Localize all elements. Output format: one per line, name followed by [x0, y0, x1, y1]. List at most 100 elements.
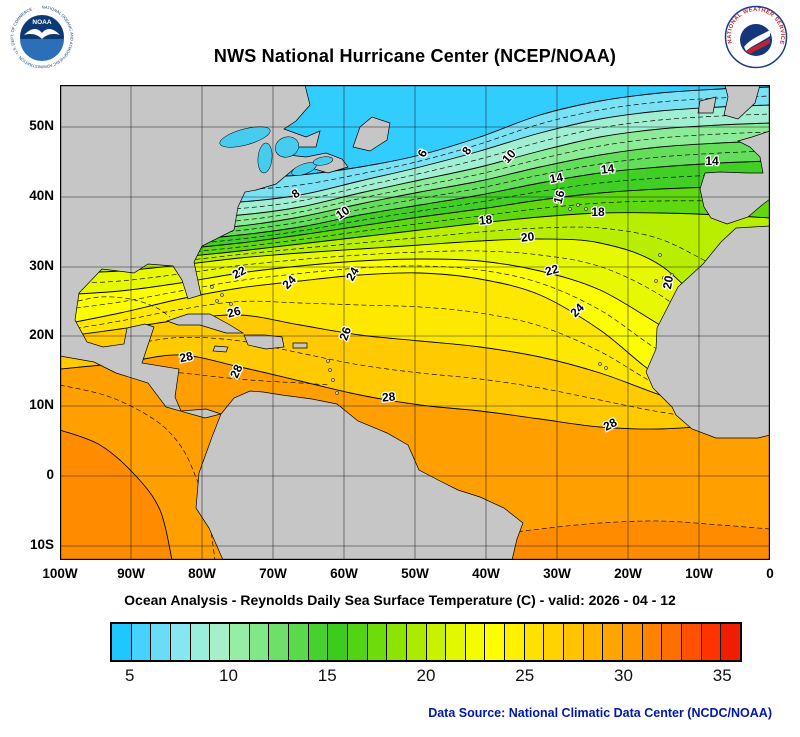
colorbar-cell — [721, 624, 740, 660]
colorbar-cell — [387, 624, 407, 660]
colorbar-tick-label: 30 — [614, 666, 633, 685]
land-jamaica — [212, 345, 229, 353]
contour-label: 20 — [660, 274, 676, 290]
lon-tick-label: 20W — [614, 566, 642, 581]
colorbar-cell — [524, 624, 545, 660]
lat-tick-label: 30N — [29, 258, 54, 273]
island — [662, 276, 666, 280]
lake — [312, 156, 334, 166]
page-title: NWS National Hurricane Center (NCEP/NOAA… — [213, 46, 617, 66]
colorbar-cell — [269, 624, 289, 660]
colorbar-cell — [406, 624, 427, 660]
island — [576, 203, 580, 207]
colorbar-cell — [288, 624, 309, 660]
colorbar-tick-label: 20 — [416, 666, 436, 685]
colorbar-cell — [308, 624, 329, 660]
colorbar-cell — [131, 624, 152, 660]
contour-line — [60, 384, 216, 560]
colorbar-tick-label: 35 — [712, 666, 732, 685]
island — [658, 253, 662, 257]
lon-tick-label: 30W — [543, 566, 571, 581]
lake — [257, 142, 273, 174]
nws-swoosh-red-icon — [746, 38, 770, 54]
colorbar-cell — [642, 624, 663, 660]
colorbar-cell — [328, 624, 348, 660]
colorbar-cell — [465, 624, 486, 660]
lon-tick-label: 100W — [42, 566, 78, 581]
colorbar-cell — [151, 624, 171, 660]
lon-tick-label: 60W — [330, 566, 358, 581]
noaa-logo-text: NOAA — [32, 19, 51, 26]
lat-tick-label: 10S — [29, 537, 54, 552]
contour-label: 20 — [520, 229, 535, 244]
colorbar-cell — [426, 624, 447, 660]
land-iberia-france — [699, 130, 770, 225]
island — [604, 366, 608, 370]
lat-tick-label: 0 — [46, 467, 54, 482]
island — [568, 207, 572, 211]
lon-tick-label: 90W — [117, 566, 145, 581]
land-puerto-rico — [292, 342, 308, 349]
lon-tick-label: 40W — [472, 566, 500, 581]
colorbar-cell — [210, 624, 230, 660]
map-caption: Ocean Analysis - Reynolds Daily Sea Surf… — [124, 592, 676, 608]
island — [331, 378, 335, 382]
island — [328, 368, 332, 372]
data-source-note: Data Source: National Climatic Data Cent… — [428, 706, 772, 720]
isotherm-intermediate — [60, 336, 770, 422]
isotherm-28 — [60, 354, 770, 430]
contour-label: 14 — [549, 170, 565, 186]
colorbar-cell — [112, 624, 132, 660]
contour-label: 18 — [591, 205, 605, 219]
colorbar-cell — [623, 624, 643, 660]
colorbar-cell — [446, 624, 466, 660]
isotherm-intermediate — [60, 265, 770, 391]
colorbar-tick-label: 15 — [317, 666, 337, 685]
contour-label: 28 — [178, 349, 194, 366]
land-africa — [645, 225, 770, 439]
island — [654, 279, 658, 283]
noaa-seagull-icon — [24, 29, 60, 39]
colorbar-cell — [505, 624, 525, 660]
land-england — [723, 85, 761, 120]
island — [670, 273, 674, 277]
contour-label: 18 — [478, 212, 493, 227]
lon-tick-label: 50W — [401, 566, 429, 581]
colorbar-cell — [170, 624, 191, 660]
colorbar-cell — [347, 624, 368, 660]
lon-tick-label: 70W — [259, 566, 287, 581]
colorbar-tick-label: 10 — [219, 666, 238, 685]
island — [210, 285, 214, 289]
colorbar-cell — [190, 624, 211, 660]
island — [598, 362, 602, 366]
island — [220, 293, 224, 297]
contour-label: 22 — [544, 262, 561, 279]
contour-line — [60, 429, 173, 560]
contour-label: 28 — [381, 389, 396, 404]
colorbar-cell — [229, 624, 250, 660]
land-hispaniola — [243, 334, 285, 350]
lat-tick-label: 50N — [29, 118, 54, 133]
island — [215, 299, 219, 303]
colorbar-cell — [485, 624, 506, 660]
land-cuba — [165, 313, 245, 334]
colorbar — [110, 622, 742, 662]
nws-swoosh-white-icon — [744, 30, 770, 51]
contour-line — [154, 369, 331, 386]
colorbar-cell — [564, 624, 584, 660]
lon-tick-label: 0 — [766, 566, 774, 581]
colorbar-tick-label: 25 — [515, 666, 535, 685]
island — [584, 207, 588, 211]
island — [229, 302, 233, 306]
lon-tick-label: 10W — [685, 566, 713, 581]
lat-tick-label: 10N — [29, 397, 54, 412]
noaa-logo: NOAA NATIONAL OCEANIC AND ATMOSPHERIC AD… — [10, 5, 74, 69]
colorbar-cell — [583, 624, 604, 660]
land-south-america — [195, 390, 524, 560]
colorbar-cell — [603, 624, 624, 660]
colorbar-cell — [701, 624, 722, 660]
contour-label: 14 — [600, 161, 615, 176]
contour-label: 26 — [336, 325, 354, 343]
